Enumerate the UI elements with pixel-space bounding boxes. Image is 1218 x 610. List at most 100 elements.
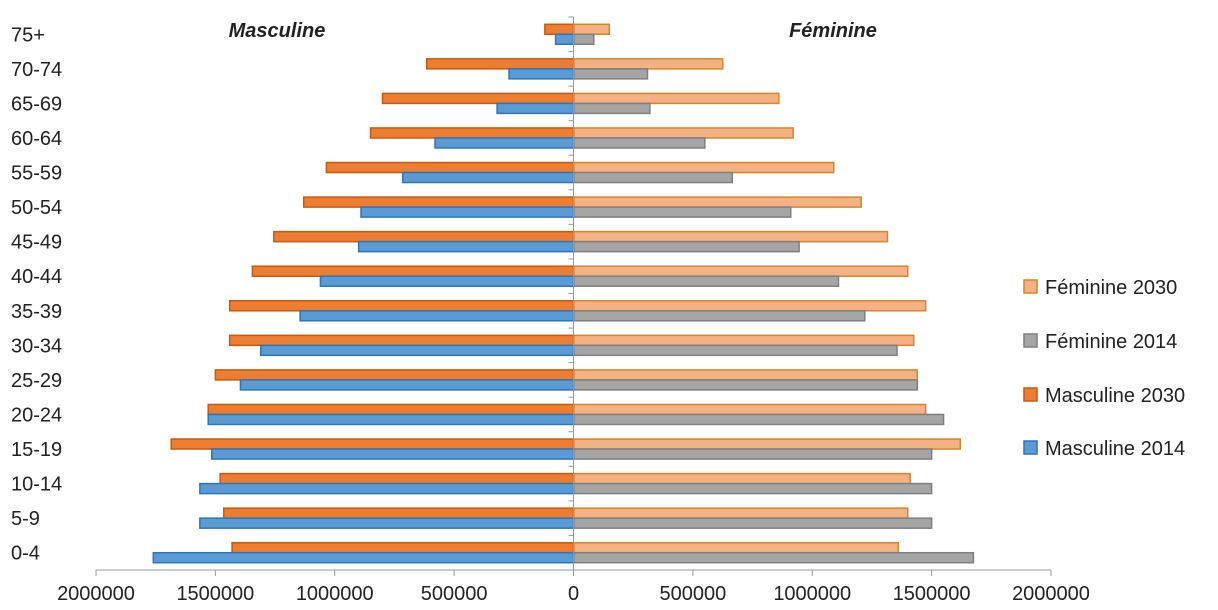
side-label-feminine: Féminine	[789, 20, 877, 42]
bar-feminine-2014	[572, 137, 706, 149]
x-tick-label: 1500000	[176, 583, 254, 605]
bar-masculine-2014	[496, 102, 575, 115]
bar-feminine-2014	[572, 482, 933, 495]
bar-masculine-2030	[381, 92, 575, 105]
bar-masculine-2030	[170, 438, 575, 450]
axes-layer	[95, 16, 1052, 576]
bar-feminine-2014	[572, 68, 649, 80]
bar-masculine-2030	[544, 23, 575, 36]
bar-masculine-2014	[360, 206, 575, 218]
legend-label: Masculine 2014	[1045, 438, 1185, 460]
bar-masculine-2014	[508, 68, 575, 80]
x-tick-label: 1000000	[773, 583, 851, 605]
bar-masculine-2030	[214, 369, 575, 381]
bar-masculine-2014	[199, 482, 575, 495]
bar-feminine-2014	[572, 448, 933, 460]
bar-feminine-2030	[572, 334, 915, 347]
category-label: 5-9	[11, 508, 40, 530]
bar-feminine-2030	[572, 23, 611, 36]
bar-feminine-2030	[572, 300, 927, 312]
category-label: 0-4	[11, 543, 40, 565]
bar-feminine-2030	[572, 127, 794, 139]
bar-masculine-2014	[152, 551, 575, 564]
category-label: 30-34	[11, 335, 62, 357]
category-label: 35-39	[11, 301, 62, 323]
bar-masculine-2030	[222, 507, 575, 519]
legend-swatch	[1023, 440, 1038, 455]
bar-feminine-2030	[572, 472, 911, 485]
category-label: 20-24	[11, 404, 62, 426]
x-tick-label: 500000	[421, 583, 488, 605]
x-tick-label: 2000000	[1012, 583, 1090, 605]
bar-masculine-2014	[357, 240, 575, 253]
bar-feminine-2030	[572, 58, 724, 70]
category-label: 45-49	[11, 232, 62, 254]
bar-feminine-2030	[572, 196, 862, 208]
bar-masculine-2014	[207, 413, 575, 426]
x-tick-label: 1500000	[893, 583, 971, 605]
bar-masculine-2014	[554, 33, 575, 46]
bar-masculine-2030	[228, 300, 575, 312]
bar-feminine-2030	[572, 92, 780, 105]
bar-feminine-2030	[572, 438, 962, 450]
bar-masculine-2030	[228, 334, 575, 347]
bar-masculine-2030	[273, 230, 575, 243]
side-label-masculine: Masculine	[229, 20, 326, 42]
x-tick-label: 1000000	[296, 583, 374, 605]
x-tick-label: 500000	[660, 583, 727, 605]
bar-feminine-2014	[572, 517, 933, 529]
bar-feminine-2030	[572, 230, 889, 243]
x-tick-label: 0	[568, 583, 579, 605]
legend-label: Féminine 2030	[1045, 277, 1177, 299]
bar-masculine-2014	[402, 171, 575, 184]
bar-feminine-2030	[572, 541, 899, 554]
bar-masculine-2014	[239, 379, 575, 391]
bar-masculine-2014	[434, 137, 575, 149]
bar-masculine-2014	[211, 448, 575, 460]
bar-masculine-2030	[207, 403, 575, 416]
labels-layer: 0-4 5-9 10-14 15-19 20-24 25-29 30-34 35-39 40-4…	[11, 20, 1090, 605]
bar-masculine-2030	[251, 265, 575, 277]
legend-swatch	[1023, 387, 1038, 402]
bar-feminine-2030	[572, 369, 919, 381]
bar-masculine-2030	[231, 541, 575, 554]
bar-feminine-2014	[572, 33, 595, 46]
bar-feminine-2030	[572, 507, 909, 519]
bar-feminine-2014	[572, 379, 919, 391]
bar-feminine-2014	[572, 240, 800, 253]
category-label: 50-54	[11, 197, 62, 219]
category-label: 65-69	[11, 93, 62, 115]
bar-masculine-2014	[299, 310, 575, 322]
bars-layer	[152, 23, 975, 564]
bar-feminine-2014	[572, 171, 734, 184]
category-label: 75+	[11, 24, 45, 46]
bar-masculine-2030	[369, 127, 575, 139]
legend-label: Féminine 2014	[1045, 331, 1177, 353]
bar-feminine-2014	[572, 551, 975, 564]
bar-feminine-2030	[572, 161, 835, 174]
bar-masculine-2030	[302, 196, 575, 208]
category-label: 60-64	[11, 128, 62, 150]
category-label: 70-74	[11, 59, 62, 81]
legend-swatch	[1023, 279, 1038, 294]
bar-masculine-2014	[199, 517, 575, 529]
legend-label: Masculine 2030	[1045, 385, 1185, 407]
legend-swatch	[1023, 333, 1038, 348]
bar-feminine-2014	[572, 275, 840, 287]
bar-masculine-2014	[319, 275, 575, 287]
category-label: 40-44	[11, 266, 62, 288]
bar-feminine-2014	[572, 310, 866, 322]
bar-feminine-2030	[572, 265, 909, 277]
bar-feminine-2014	[572, 102, 651, 115]
bar-masculine-2030	[219, 472, 575, 485]
x-tick-label: 2000000	[57, 583, 135, 605]
legend: Féminine 2030 Féminine 2014 Masculine 2030…	[1023, 277, 1185, 460]
category-label: 10-14	[11, 474, 62, 496]
bar-masculine-2030	[425, 58, 575, 70]
bar-feminine-2014	[572, 206, 792, 218]
category-label: 15-19	[11, 439, 62, 461]
bar-feminine-2014	[572, 413, 945, 426]
bar-feminine-2014	[572, 344, 898, 357]
category-label: 55-59	[11, 163, 62, 185]
